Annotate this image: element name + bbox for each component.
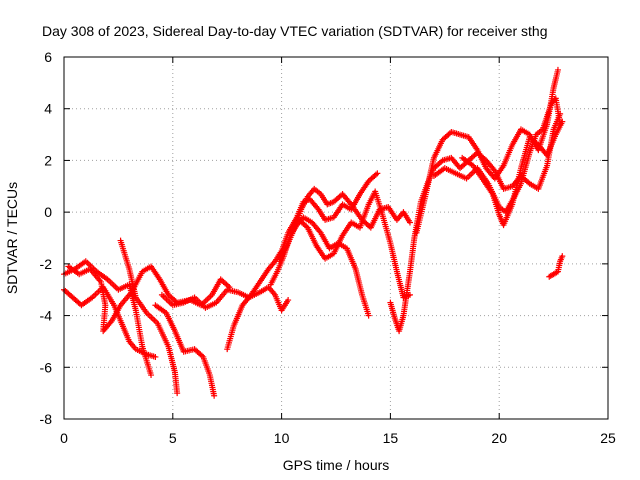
series-track-7 — [224, 170, 381, 353]
y-tick-label: 6 — [44, 49, 52, 65]
series-track-9 — [296, 188, 413, 301]
data-point — [374, 170, 381, 177]
y-axis-label: SDTVAR / TECUs — [4, 182, 20, 294]
x-tick-label: 0 — [60, 430, 68, 446]
y-tick-label: -6 — [40, 359, 53, 375]
x-tick-label: 20 — [491, 430, 507, 446]
series-track-15 — [546, 253, 566, 280]
y-tick-label: -4 — [40, 308, 53, 324]
data-point — [559, 118, 566, 125]
data-point — [148, 372, 155, 379]
series-track-14 — [459, 118, 566, 229]
data-point — [174, 390, 181, 397]
data-marks — [61, 66, 566, 399]
data-point — [406, 219, 413, 226]
x-tick-label: 5 — [169, 430, 177, 446]
series-track-5 — [152, 302, 218, 399]
data-point — [152, 353, 159, 360]
series-track-12 — [413, 66, 561, 236]
chart-title: Day 308 of 2023, Sidereal Day-to-day VTE… — [42, 23, 548, 39]
plot-frame — [63, 56, 609, 420]
data-point — [211, 392, 218, 399]
series-track-10 — [276, 185, 413, 265]
series-track-4 — [117, 237, 181, 397]
data-point — [554, 66, 561, 73]
data-point — [365, 312, 372, 319]
x-tick-label: 25 — [600, 430, 616, 446]
y-tick-label: 0 — [44, 204, 52, 220]
data-point — [285, 297, 292, 304]
y-tick-label: 4 — [44, 101, 52, 117]
data-point — [559, 253, 566, 260]
x-tick-label: 15 — [383, 430, 399, 446]
axis-ticks: 0 5 10 15 20 25 -8 -6 -4 -2 0 2 4 6 — [40, 49, 616, 446]
series-track-6 — [158, 284, 292, 314]
y-tick-label: -8 — [40, 411, 53, 427]
y-tick-label: 2 — [44, 152, 52, 168]
x-axis-label: GPS time / hours — [283, 457, 390, 473]
x-tick-label: 10 — [274, 430, 290, 446]
y-tick-label: -2 — [40, 256, 53, 272]
